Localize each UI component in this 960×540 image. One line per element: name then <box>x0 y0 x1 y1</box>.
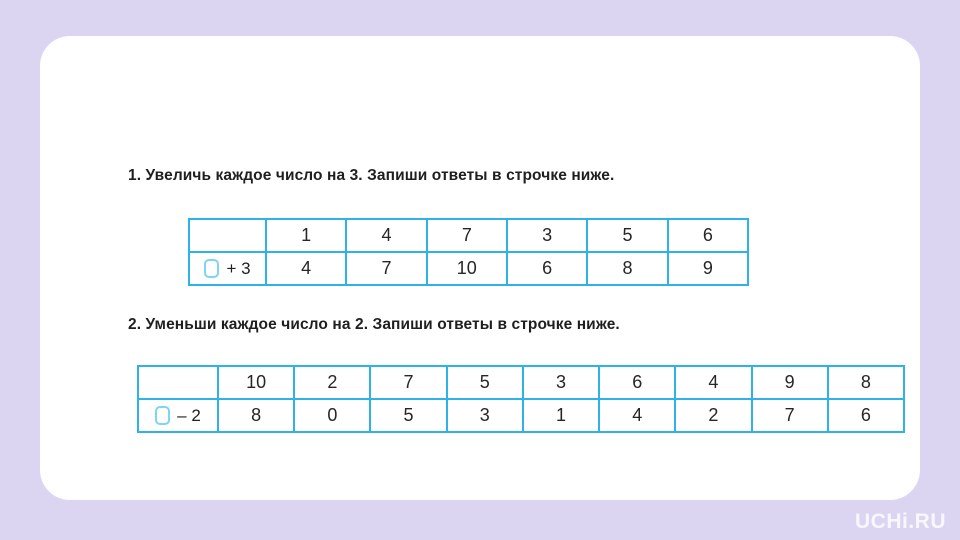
given-number-cell: 4 <box>345 218 428 253</box>
operation-label: – 2 <box>177 405 201 425</box>
number-box-icon <box>155 406 171 425</box>
answer-cell[interactable]: 6 <box>826 398 906 433</box>
answer-cell[interactable]: 10 <box>425 251 508 286</box>
answer-cell[interactable]: 6 <box>505 251 589 286</box>
answer-cell[interactable]: 8 <box>586 251 669 286</box>
given-number-cell: 6 <box>598 365 677 400</box>
given-number-cell: 9 <box>750 365 829 400</box>
given-number-cell: 8 <box>826 365 906 400</box>
answer-cell[interactable]: 0 <box>293 398 372 433</box>
task-1-title: 1. Увеличь каждое число на 3. Запиши отв… <box>128 167 615 184</box>
given-number-cell: 7 <box>425 218 508 253</box>
operation-label-cell: – 2 <box>137 398 219 433</box>
answer-cell[interactable]: 9 <box>666 251 750 286</box>
exercise-card: 1. Увеличь каждое число на 3. Запиши отв… <box>40 36 920 500</box>
given-number-cell: 4 <box>674 365 753 400</box>
task-2-title: 2. Уменьши каждое число на 2. Запиши отв… <box>128 316 620 333</box>
operation-label: + 3 <box>226 258 251 278</box>
uchi-ru-logo: UCHi.RU <box>855 510 946 533</box>
answer-cell[interactable]: 4 <box>598 398 677 433</box>
given-number-cell: 5 <box>445 365 524 400</box>
given-number-cell: 2 <box>293 365 372 400</box>
given-number-cell: 1 <box>264 218 348 253</box>
answer-cell[interactable]: 1 <box>521 398 601 433</box>
given-number-cell: 3 <box>521 365 601 400</box>
answer-cell[interactable]: 4 <box>264 251 348 286</box>
given-number-cell: 6 <box>666 218 750 253</box>
operation-label-wrap: – 2 <box>139 406 217 426</box>
given-number-cell: 3 <box>505 218 589 253</box>
empty-corner-cell <box>188 218 267 253</box>
answer-cell[interactable]: 2 <box>674 398 753 433</box>
operation-label-wrap: + 3 <box>190 259 265 279</box>
task-1-table: 1 4 7 3 5 6 + 3 4 7 10 6 8 9 <box>188 218 750 286</box>
answer-cell[interactable]: 7 <box>345 251 428 286</box>
answer-cell[interactable]: 5 <box>369 398 448 433</box>
given-number-cell: 10 <box>216 365 296 400</box>
answer-cell[interactable]: 8 <box>216 398 296 433</box>
operation-label-cell: + 3 <box>188 251 267 286</box>
given-number-cell: 5 <box>586 218 669 253</box>
empty-corner-cell <box>137 365 219 400</box>
given-number-cell: 7 <box>369 365 448 400</box>
answer-cell[interactable]: 7 <box>750 398 829 433</box>
answer-cell[interactable]: 3 <box>445 398 524 433</box>
number-box-icon <box>204 259 220 278</box>
